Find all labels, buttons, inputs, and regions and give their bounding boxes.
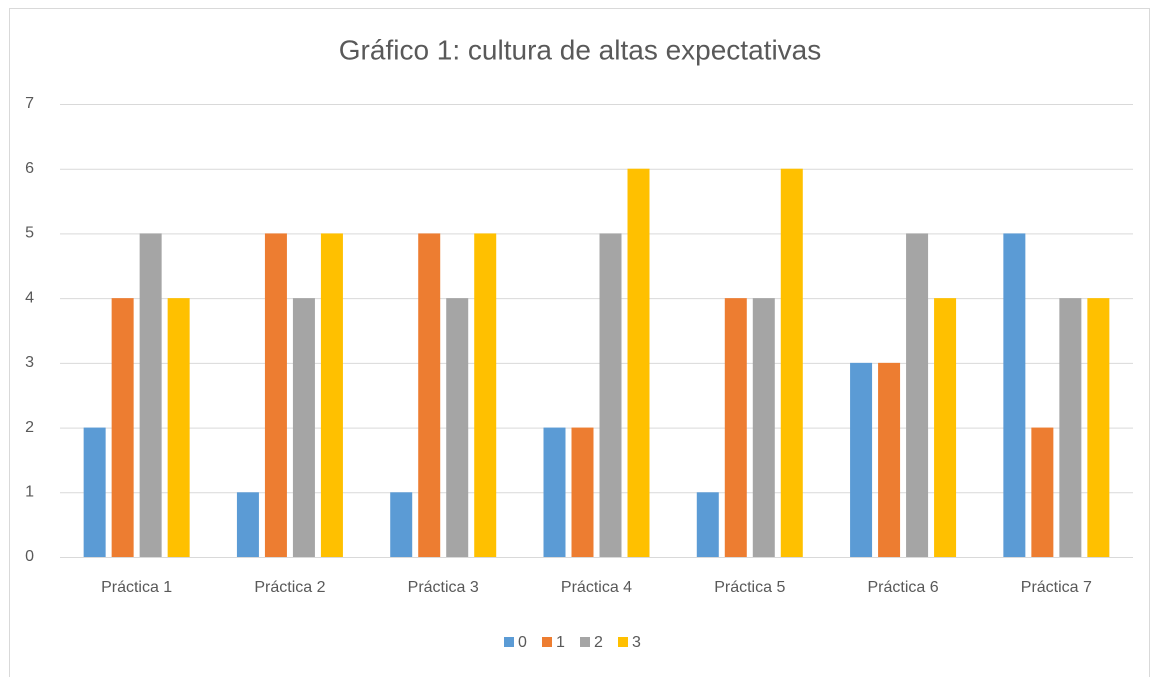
bar [418, 233, 441, 557]
bar [320, 233, 343, 557]
bar [850, 362, 873, 557]
bar [724, 298, 747, 557]
y-tick-label: 2 [25, 419, 34, 436]
x-tick-label: Práctica 5 [714, 579, 785, 596]
bar [1031, 427, 1054, 557]
y-tick-label: 1 [25, 484, 34, 501]
x-tick-label: Práctica 4 [561, 579, 632, 596]
legend-swatch [618, 637, 628, 647]
bar [167, 298, 190, 557]
legend-label: 3 [632, 634, 641, 651]
bar [696, 492, 719, 557]
bar [934, 298, 957, 557]
y-tick-label: 4 [25, 289, 34, 306]
bar [780, 168, 803, 557]
bar [292, 298, 315, 557]
legend-label: 1 [556, 634, 565, 651]
legend-label: 2 [594, 634, 603, 651]
legend-swatch [580, 637, 590, 647]
legend-swatch [504, 637, 514, 647]
y-tick-label: 6 [25, 160, 34, 177]
bar [390, 492, 413, 557]
x-tick-label: Práctica 3 [408, 579, 479, 596]
y-tick-label: 0 [25, 548, 34, 565]
bar [1059, 298, 1082, 557]
bar [446, 298, 469, 557]
x-tick-label: Práctica 6 [868, 579, 939, 596]
chart-border [9, 8, 1150, 677]
bar [878, 362, 901, 557]
bar [543, 427, 566, 557]
bar [236, 492, 259, 557]
bar [906, 233, 929, 557]
y-tick-label: 5 [25, 225, 34, 242]
chart-title: Gráfico 1: cultura de altas expectativas [339, 34, 821, 65]
bar [1003, 233, 1026, 557]
bar [599, 233, 622, 557]
legend-label: 0 [518, 634, 527, 651]
bar [474, 233, 497, 557]
bar [627, 168, 650, 557]
x-tick-label: Práctica 7 [1021, 579, 1092, 596]
bar [111, 298, 134, 557]
bar [139, 233, 162, 557]
bar [1087, 298, 1110, 557]
y-tick-label: 7 [25, 95, 34, 112]
x-tick-label: Práctica 1 [101, 579, 172, 596]
x-tick-label: Práctica 2 [254, 579, 325, 596]
bar [83, 427, 106, 557]
legend-swatch [542, 637, 552, 647]
bar [571, 427, 594, 557]
y-tick-label: 3 [25, 354, 34, 371]
bar [264, 233, 287, 557]
bar [752, 298, 775, 557]
